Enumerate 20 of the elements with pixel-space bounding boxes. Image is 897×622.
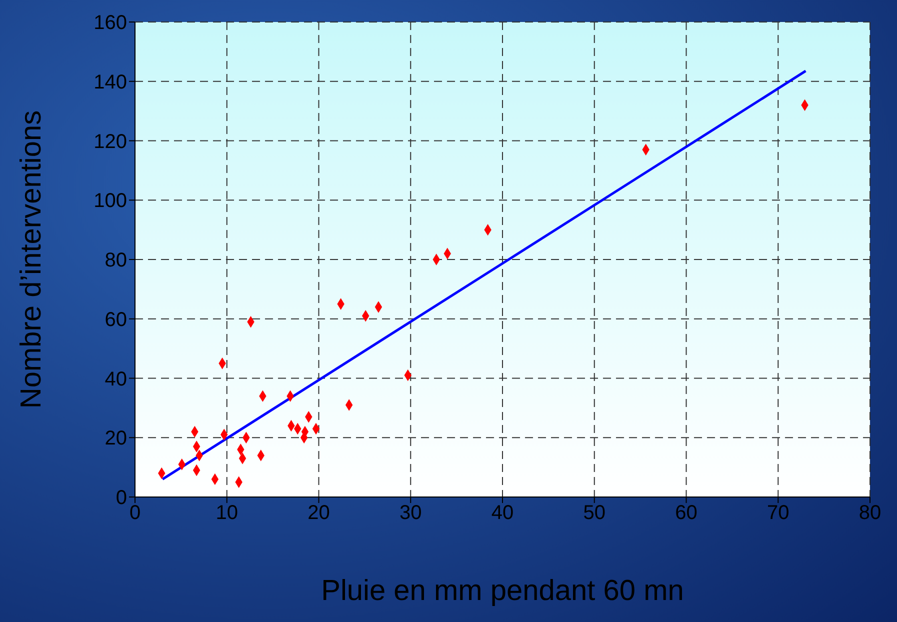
y-tick-label: 160	[94, 12, 127, 34]
x-tick-label: 0	[129, 502, 141, 524]
x-tick-label: 10	[216, 502, 238, 524]
y-tick-label: 0	[116, 487, 127, 510]
y-axis-title: Nombre d’interventions	[15, 110, 48, 409]
y-tick-label: 80	[104, 250, 127, 272]
x-axis-title: Pluie en mm pendant 60 mn	[321, 575, 684, 607]
x-tick-label: 30	[400, 502, 422, 524]
y-tick-label: 40	[104, 368, 127, 390]
y-tick-label: 60	[104, 308, 127, 331]
y-tick-label: 20	[104, 428, 127, 450]
x-tick-label: 20	[308, 502, 330, 524]
x-tick-label: 40	[491, 502, 514, 524]
x-tick-label: 50	[583, 502, 606, 524]
y-tick-label: 120	[94, 130, 127, 153]
x-tick-label: 80	[858, 502, 882, 524]
y-tick-label: 100	[94, 190, 127, 212]
x-tick-label: 70	[767, 502, 790, 524]
x-tick-label: 60	[675, 502, 698, 524]
y-tick-label: 140	[94, 71, 127, 94]
